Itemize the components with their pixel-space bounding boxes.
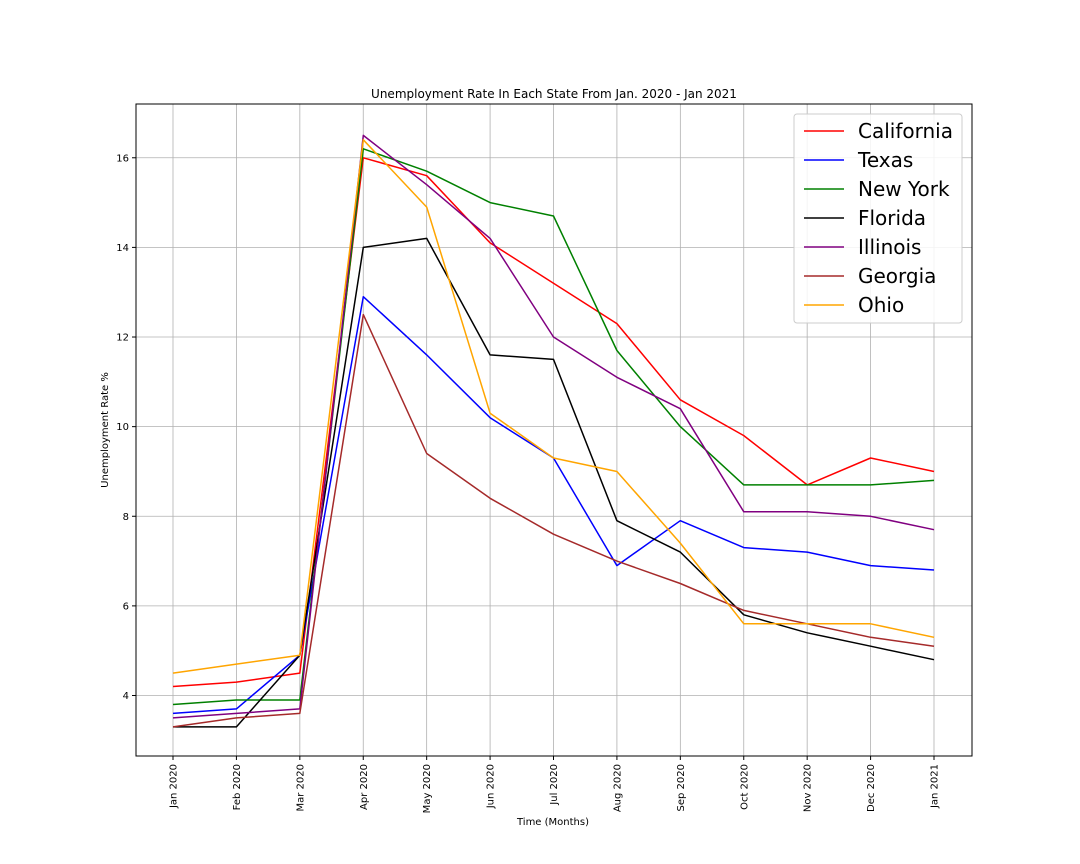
x-axis-ticks: Jan 2020 Feb 2020 Mar 2020 Apr 2020 May 2020… — [169, 756, 941, 813]
x-tick-label: Jun 2020 — [486, 764, 497, 809]
x-tick-label: Mar 2020 — [295, 764, 306, 812]
legend-entry-label: New York — [858, 177, 950, 201]
x-tick-label: Sep 2020 — [676, 764, 687, 811]
x-tick-label: Jan 2020 — [169, 764, 180, 809]
x-tick-label: Aug 2020 — [612, 764, 623, 812]
x-tick-label: Apr 2020 — [359, 764, 370, 810]
series-line-new-york — [172, 148, 935, 706]
series-line-ohio — [172, 139, 935, 674]
legend-box — [793, 113, 963, 324]
legend-entry-label: Illinois — [858, 235, 921, 259]
y-axis-label: Unemployment Rate % — [100, 372, 111, 488]
legend-entry-label: Florida — [858, 206, 926, 230]
x-tick-label: Jan 2021 — [930, 764, 941, 809]
y-tick-label: 16 — [116, 153, 129, 164]
x-tick-label: Nov 2020 — [803, 764, 814, 812]
y-tick-label: 14 — [116, 243, 129, 254]
y-tick-label: 12 — [116, 333, 129, 344]
y-axis-ticks: 4 6 8 10 12 14 16 — [116, 153, 136, 702]
legend-entry-label: Texas — [857, 148, 913, 172]
chart-title: Unemployment Rate In Each State From Jan… — [371, 87, 737, 101]
x-axis-label: Time (Months) — [516, 817, 589, 828]
legend-entry-label: California — [858, 119, 953, 143]
legend: California Texas New York Florida Illinois Ge… — [793, 113, 963, 324]
y-tick-label: 8 — [123, 512, 129, 523]
y-tick-label: 6 — [123, 601, 129, 612]
x-tick-label: May 2020 — [422, 764, 433, 813]
y-tick-label: 10 — [116, 422, 129, 433]
x-tick-label: Dec 2020 — [866, 764, 877, 812]
legend-entry-label: Georgia — [858, 264, 936, 288]
x-tick-label: Jul 2020 — [549, 764, 560, 806]
x-tick-label: Feb 2020 — [232, 764, 243, 810]
series-lines — [172, 134, 935, 728]
y-tick-label: 4 — [123, 691, 129, 702]
legend-entry-label: Ohio — [858, 293, 904, 317]
x-tick-label: Oct 2020 — [739, 764, 750, 810]
